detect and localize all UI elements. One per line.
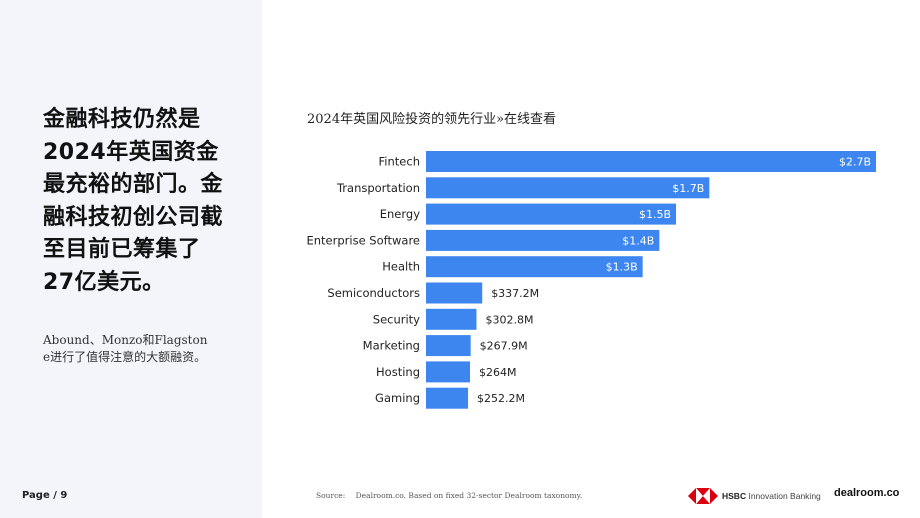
subtext: Abound、Monzo和Flagstone进行了值得注意的大额融资。 [43,333,208,364]
hsbc-hexagon-icon [688,488,718,504]
category-label: Marketing [363,339,420,353]
source-note: Source: Dealroom.co. Based on fixed 32-s… [316,491,582,500]
data-label: $1.3B [606,261,638,274]
bar-semiconductors [426,282,483,304]
chart-title[interactable]: 2024年英国风险投资的领先行业»在线查看 [307,112,557,127]
data-label: $1.5B [639,208,671,221]
category-label: Semiconductors [327,286,420,300]
dealroom-logo: dealroom.co [834,487,900,499]
headline: 金融科技仍然是2024年英国资金最充裕的部门。金融科技初创公司截至目前已筹集了2… [43,107,224,295]
page-number: Page / 9 [22,490,68,501]
bar-security [426,308,477,330]
source-label: Source: [316,491,346,500]
source-text: Dealroom.co. Based on fixed 32-sector De… [355,491,583,500]
bar-marketing [426,335,471,357]
hsbc-logo-text: HSBC Innovation Banking [722,491,821,501]
data-label: $302.8M [485,313,533,326]
data-label: $2.7B [839,156,871,169]
bar-gaming [426,387,469,409]
category-label: Security [373,312,420,326]
data-label: $1.4B [622,234,654,247]
data-label: $1.7B [672,182,704,195]
category-label: Enterprise Software [306,233,420,247]
category-label: Health [382,260,420,274]
bar-transportation [426,177,710,199]
bar-hosting [426,361,470,383]
bar-fintech [426,151,876,172]
data-label: $337.2M [491,287,539,300]
data-label: $252.2M [477,392,525,405]
bar-chart: Fintech $2.7B Transportation $1.7B Energy $1.… [306,151,876,409]
left-panel: 金融科技仍然是2024年英国资金最充裕的部门。金融科技初创公司截至目前已筹集了2… [0,0,262,518]
category-label: Gaming [375,391,420,405]
category-label: Transportation [336,181,420,195]
category-label: Fintech [379,155,420,169]
hsbc-logo: HSBC Innovation Banking [688,487,821,505]
category-label: Energy [380,207,420,221]
bar-health [426,256,643,278]
data-label: $267.9M [480,340,528,353]
data-label: $264M [479,366,517,379]
category-label: Hosting [376,365,420,379]
bar-energy [426,203,676,225]
bar-enterprise-software [426,229,660,251]
